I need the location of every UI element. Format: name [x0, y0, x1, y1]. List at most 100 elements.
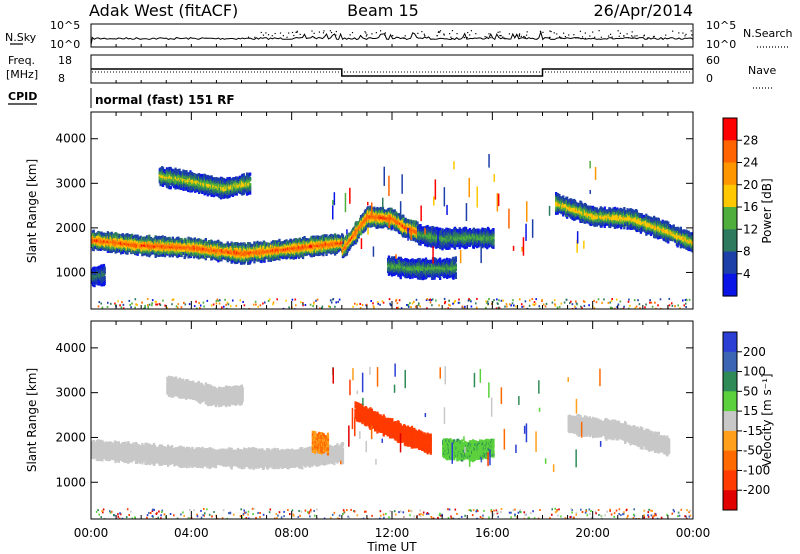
echo-cell: [375, 218, 378, 223]
echo-cell: [190, 189, 194, 193]
nsearch-point: [573, 34, 575, 36]
echo-cell: [269, 244, 272, 248]
echo-cell: [217, 259, 220, 263]
nave-tick-top: 60: [706, 54, 720, 67]
echo-cell: [130, 244, 133, 248]
nsearch-point: [619, 32, 622, 34]
echo-cell: [204, 238, 207, 242]
echo-cell: [345, 252, 349, 256]
echo-cell: [301, 253, 305, 257]
echo-cell: [220, 241, 223, 245]
echo-cell: [294, 255, 298, 260]
nsearch-point: [456, 33, 458, 35]
nsearch-point: [490, 37, 492, 39]
echo-cell: [168, 173, 171, 177]
echo-cell: [171, 249, 174, 253]
echo-cell: [91, 233, 94, 237]
nsky-panel: [90, 23, 694, 48]
echo-cell: [141, 248, 144, 252]
echo-cell: [157, 235, 160, 239]
nsearch-point: [335, 30, 337, 33]
nsearch-point: [437, 31, 439, 33]
echo-cell: [134, 242, 137, 246]
station-title: Adak West (fitACF): [89, 1, 238, 20]
echo-cell: [292, 256, 295, 260]
nsearch-point: [467, 31, 469, 34]
echo-cell: [163, 254, 167, 258]
echo-cell: [267, 258, 270, 262]
cpid-text: normal (fast) 151 RF: [95, 93, 235, 107]
echo-cell: [217, 239, 220, 243]
echo-cell: [391, 225, 394, 230]
echo-cell: [168, 254, 171, 258]
echo-cell: [215, 177, 218, 181]
nsearch-point: [282, 35, 284, 37]
nsearch-point: [438, 31, 440, 33]
nsearch-point: [311, 30, 313, 32]
nsearch-point: [646, 37, 649, 39]
nsearch-point: [618, 35, 620, 37]
echo-cell: [288, 246, 291, 250]
echo-cell: [364, 227, 367, 231]
echo-cell: [272, 256, 275, 260]
nsearch-point: [365, 35, 367, 37]
echo-cell: [421, 226, 425, 230]
echo-cell: [262, 255, 265, 259]
nsearch-point: [685, 33, 687, 36]
echo-cell: [226, 241, 229, 245]
echo-cell: [259, 241, 262, 245]
freq-tick-bottom: 8: [58, 72, 65, 85]
nsearch-point: [384, 32, 386, 34]
nsearch-point: [594, 36, 596, 38]
echo-cell: [197, 238, 200, 242]
nsearch-point: [653, 35, 655, 37]
echo-cell: [182, 187, 185, 191]
echo-cell: [172, 185, 176, 189]
echo-cell: [341, 234, 345, 238]
echo-cell: [228, 194, 231, 198]
echo-cell: [323, 234, 327, 238]
echo-cell: [390, 207, 393, 211]
echo-cell: [322, 234, 325, 238]
echo-cell: [338, 247, 341, 251]
nsearch-point: [451, 30, 454, 32]
echo-cell: [106, 249, 109, 253]
echo-cell: [366, 221, 369, 225]
echo-cell: [306, 238, 309, 242]
echo-cell: [159, 183, 162, 187]
nsearch-point: [379, 30, 382, 32]
echo-cell: [317, 243, 320, 247]
nsearch-point: [322, 32, 325, 34]
echo-cell: [155, 253, 158, 257]
echo-cell: [369, 224, 372, 228]
echo-cell: [402, 214, 405, 218]
echo-cell: [156, 248, 159, 252]
echo-cell: [278, 238, 281, 242]
cpid-label: CPID: [8, 90, 37, 103]
nsearch-point: [563, 32, 565, 34]
nsearch-point: [611, 36, 613, 38]
nsearch-point: [318, 31, 320, 33]
nsearch-point: [421, 31, 423, 33]
echo-cell: [110, 249, 113, 254]
nsearch-point: [497, 31, 499, 33]
freq-tick-top: 18: [58, 54, 72, 67]
echo-cell: [218, 177, 221, 181]
echo-cell: [134, 234, 138, 238]
echo-cell: [314, 245, 317, 249]
echo-cell: [162, 252, 165, 257]
echo-cell: [190, 184, 193, 188]
echo-cell: [316, 251, 320, 255]
echo-cell: [174, 167, 177, 171]
echo-cell: [287, 251, 290, 255]
echo-cell: [231, 242, 234, 246]
nsearch-point: [502, 36, 504, 38]
echo-cell: [246, 191, 249, 195]
nsearch-point: [598, 30, 600, 32]
echo-cell: [391, 209, 394, 213]
nsearch-point: [450, 36, 452, 38]
nsearch-point: [577, 37, 579, 39]
echo-cell: [163, 236, 167, 240]
echo-cell: [351, 233, 354, 237]
echo-cell: [310, 235, 313, 239]
